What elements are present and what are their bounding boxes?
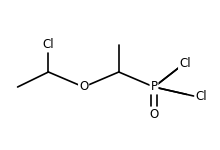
Text: P: P [150,81,158,93]
Text: Cl: Cl [43,39,54,51]
Text: O: O [149,108,159,120]
Text: Cl: Cl [196,90,207,102]
Text: Cl: Cl [179,57,191,70]
Text: O: O [79,81,88,93]
